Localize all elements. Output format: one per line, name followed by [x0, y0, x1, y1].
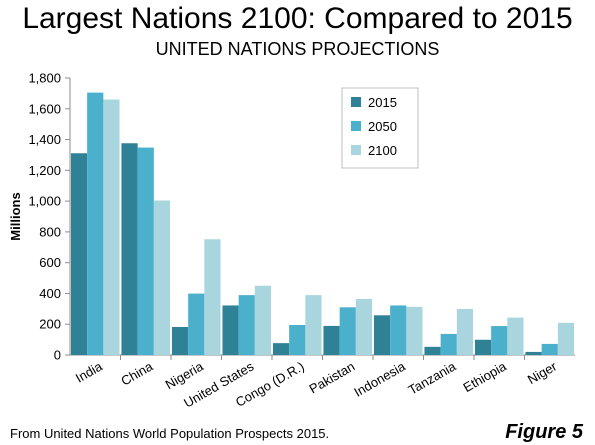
bar-2100-pakistan: [355, 298, 373, 355]
bar-2100-china: [153, 200, 171, 355]
bar-2015-united-states: [222, 305, 239, 355]
bar-2100-ethiopia: [507, 317, 524, 355]
legend-swatch-2100: [351, 145, 361, 155]
bar-2015-ethiopia: [474, 339, 492, 355]
bar-2050-indonesia: [390, 305, 407, 355]
bar-2100-indonesia: [406, 306, 423, 355]
x-tick-label: Indonesia: [351, 358, 408, 400]
x-tick-label: Niger: [525, 358, 560, 387]
y-tick-label: 600: [39, 255, 61, 270]
bar-2050-niger: [541, 343, 558, 355]
y-tick-label: 200: [39, 317, 61, 332]
y-tick-label: 800: [39, 224, 61, 239]
y-tick-label: 1,400: [28, 132, 61, 147]
bar-2050-china: [137, 147, 154, 355]
chart-subtitle: UNITED NATIONS PROJECTIONS: [155, 39, 440, 59]
source-footnote: From United Nations World Population Pro…: [10, 426, 330, 441]
legend-swatch-2050: [351, 121, 361, 131]
bar-2050-united-states: [238, 295, 255, 355]
bar-2100-nigeria: [204, 239, 221, 355]
bar-2015-china: [121, 143, 138, 355]
bar-2100-tanzania: [456, 308, 474, 355]
bar-2100-niger: [557, 322, 575, 355]
y-tick-label: 400: [39, 286, 61, 301]
x-tick-label: Tanzania: [406, 358, 459, 397]
y-tick-label: 1,600: [28, 101, 61, 116]
bar-2015-pakistan: [323, 325, 340, 355]
bar-2050-congo-d-r: [289, 324, 306, 355]
legend-swatch-2015: [351, 97, 361, 107]
x-tick-label: China: [118, 358, 156, 388]
y-tick-label: 1,200: [28, 163, 61, 178]
bar-2015-niger: [525, 351, 542, 355]
legend-label-2100: 2100: [368, 143, 397, 158]
bar-2015-indonesia: [373, 315, 391, 355]
y-tick-label: 0: [54, 348, 61, 363]
x-tick-label: India: [73, 358, 106, 385]
bar-2100-congo-d-r: [305, 295, 322, 355]
bar-2100-united-states: [254, 285, 272, 355]
bar-2015-tanzania: [424, 346, 441, 355]
bar-2015-india: [70, 153, 88, 355]
bar-2050-pakistan: [339, 307, 356, 355]
bar-2050-nigeria: [188, 293, 205, 355]
chart-title: Largest Nations 2100: Compared to 2015: [22, 2, 573, 35]
bar-2050-tanzania: [440, 333, 457, 355]
x-tick-label: Pakistan: [307, 359, 358, 397]
bar-2100-india: [103, 99, 120, 356]
legend-label-2015: 2015: [368, 95, 397, 110]
bar-2015-nigeria: [171, 326, 189, 355]
y-tick-label: 1,800: [28, 71, 61, 86]
figure-label: Figure 5: [505, 421, 583, 443]
x-tick-label: Ethiopia: [461, 358, 510, 395]
bar-2050-ethiopia: [491, 326, 508, 355]
y-axis-title: Millions: [8, 192, 23, 240]
bar-2015-congo-d-r: [272, 343, 290, 355]
y-tick-label: 1,000: [28, 194, 61, 209]
bar-2050-india: [87, 92, 104, 355]
legend-label-2050: 2050: [368, 119, 397, 134]
